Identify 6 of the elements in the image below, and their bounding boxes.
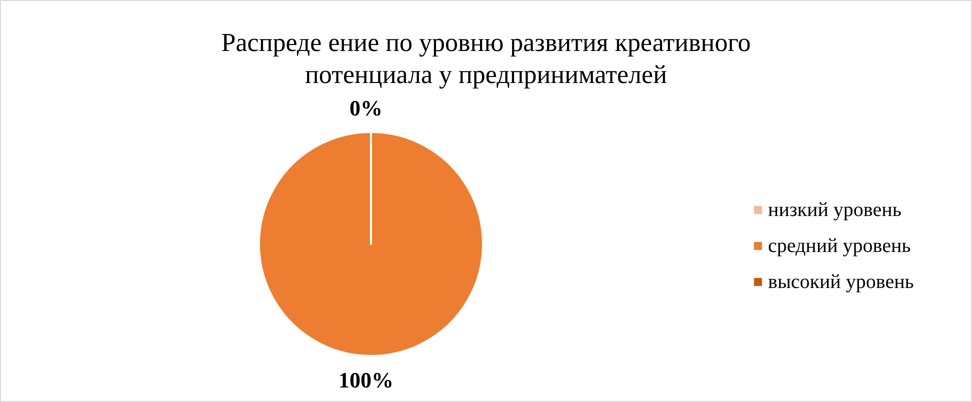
legend-label: высокий уровень bbox=[768, 271, 914, 293]
chart-title: Распреде ение по уровню развития креативного потенциала у предпринимателей bbox=[220, 27, 752, 91]
data-label: 100% bbox=[338, 368, 394, 392]
legend-label: низкий уровень bbox=[768, 199, 902, 221]
text: 0% bbox=[350, 96, 382, 120]
legend-label: средний уровень bbox=[768, 235, 911, 257]
